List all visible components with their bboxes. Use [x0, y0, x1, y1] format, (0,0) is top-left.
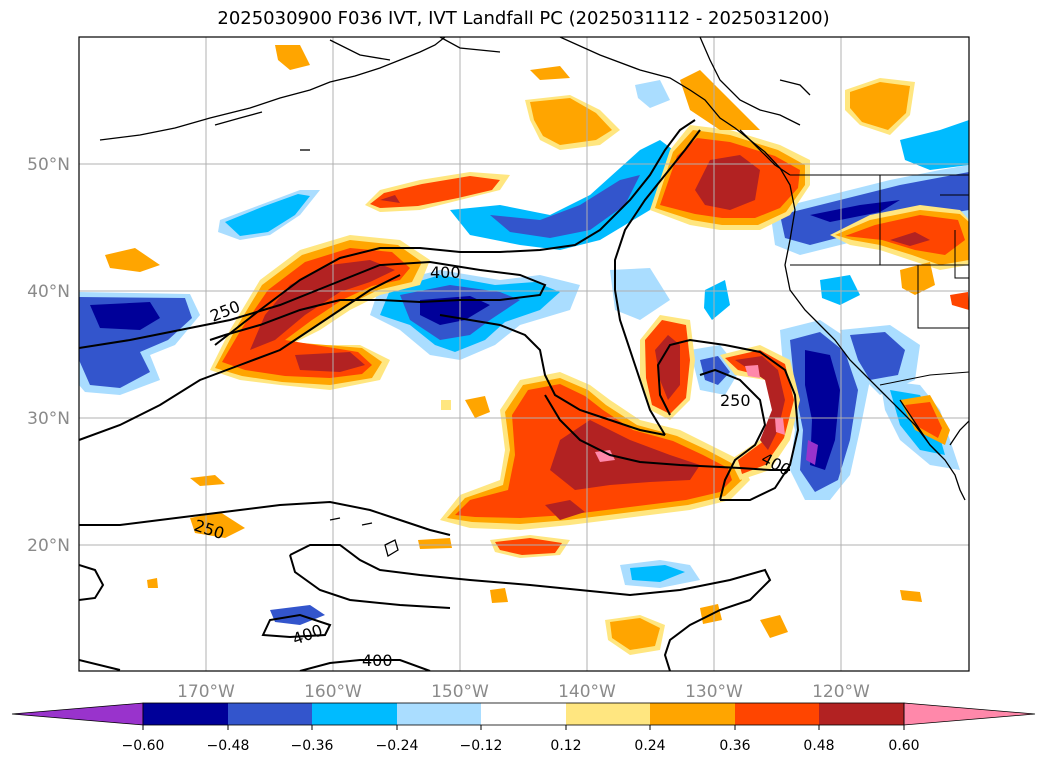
contour-label: 400 — [362, 651, 393, 670]
colorbar-label: −0.60 — [122, 738, 165, 754]
lon-label: 150°W — [431, 682, 489, 702]
colorbar-label: 0.12 — [550, 738, 581, 754]
contour-label: 400 — [430, 263, 461, 282]
longitude-labels: 170°W 160°W 150°W 140°W 130°W 120°W — [177, 682, 870, 702]
lat-label: 40°N — [27, 282, 70, 302]
lon-label: 120°W — [812, 682, 870, 702]
map-frame — [78, 36, 970, 672]
colorbar-label: 0.48 — [803, 738, 834, 754]
coastlines — [99, 37, 969, 557]
map-area: 250 400 250 400 250 400 400 — [79, 37, 969, 671]
positive-anomaly-regions — [105, 45, 969, 655]
colorbar-label: −0.48 — [207, 738, 250, 754]
contour-label: 250 — [720, 391, 751, 410]
lat-label: 30°N — [27, 409, 70, 429]
colorbar-label: −0.24 — [376, 738, 419, 754]
colorbar-label: 0.60 — [888, 738, 919, 754]
lon-label: 170°W — [177, 682, 235, 702]
lat-label: 50°N — [27, 155, 70, 175]
borders — [790, 174, 969, 386]
lon-label: 130°W — [685, 682, 743, 702]
graticule — [79, 37, 969, 671]
lat-label: 20°N — [27, 536, 70, 556]
colorbar-segment — [143, 703, 228, 725]
colorbar-label: 0.36 — [719, 738, 750, 754]
colorbar-segment — [735, 703, 819, 725]
map-title: 2025030900 F036 IVT, IVT Landfall PC (20… — [217, 8, 830, 29]
colorbar-segment — [228, 703, 312, 725]
colorbar-label: −0.36 — [291, 738, 334, 754]
colorbar-label: −0.12 — [460, 738, 503, 754]
colorbar-label: 0.24 — [634, 738, 665, 754]
lon-label: 160°W — [304, 682, 362, 702]
colorbar-segment — [312, 703, 397, 725]
colorbar: −0.60 −0.48 −0.36 −0.24 −0.12 0.12 0.24 … — [11, 702, 1036, 754]
lon-label: 140°W — [558, 682, 616, 702]
colorbar-segment — [819, 703, 904, 725]
colorbar-segment — [650, 703, 735, 725]
colorbar-segment — [397, 703, 481, 725]
colorbar-segment — [566, 703, 650, 725]
ivt-contours — [79, 119, 800, 671]
colorbar-segment — [481, 703, 566, 725]
latitude-labels: 50°N 40°N 30°N 20°N — [27, 155, 70, 556]
colorbar-extend-low — [11, 702, 144, 726]
colorbar-extend-high — [903, 702, 1036, 726]
